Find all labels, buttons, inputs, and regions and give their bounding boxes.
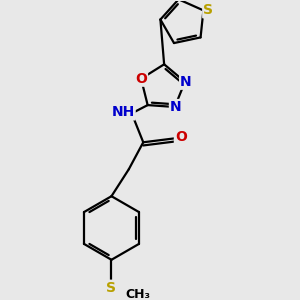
Text: N: N xyxy=(180,75,192,89)
Text: O: O xyxy=(175,130,187,145)
Text: CH₃: CH₃ xyxy=(125,288,150,300)
Text: S: S xyxy=(106,281,116,295)
Text: O: O xyxy=(135,72,147,86)
Text: NH: NH xyxy=(111,105,135,119)
Text: N: N xyxy=(170,100,182,114)
Text: S: S xyxy=(203,3,213,17)
